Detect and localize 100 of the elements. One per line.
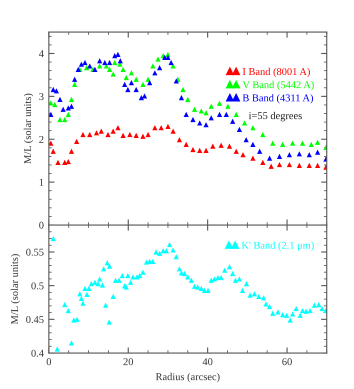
y-tick-label: 0 [39, 222, 44, 229]
point [185, 96, 190, 102]
point [315, 140, 320, 145]
x-axis-title: Radius (arcsec) [156, 372, 220, 382]
point [176, 137, 182, 142]
point [216, 100, 222, 106]
x-tick-label: 0 [46, 358, 52, 366]
point [122, 82, 128, 87]
point [134, 86, 139, 92]
point [158, 125, 164, 130]
point [276, 154, 282, 159]
point [50, 148, 56, 154]
point [138, 95, 144, 100]
point [203, 122, 209, 128]
x-tick-label: 60 [282, 358, 292, 366]
point [97, 58, 102, 64]
point [308, 142, 314, 147]
point [110, 128, 116, 134]
legend-label: I Band (8001 A) [242, 68, 310, 78]
x-tick-label: 40 [202, 358, 212, 366]
point [80, 132, 86, 138]
point [286, 152, 292, 158]
point [66, 112, 71, 117]
y-tick-label: 3 [39, 93, 44, 100]
y-tick-label: 0.4 [31, 350, 44, 357]
point [216, 112, 222, 117]
point [224, 112, 229, 117]
y-tick-label: 0.5 [31, 282, 44, 290]
point [250, 142, 256, 147]
y-tick-label: 0.45 [26, 316, 44, 324]
point [102, 60, 108, 66]
point [234, 112, 239, 117]
point [250, 156, 256, 161]
point [257, 148, 262, 154]
point [48, 112, 54, 117]
point [306, 152, 312, 158]
point [300, 140, 306, 146]
point [94, 130, 100, 136]
point [266, 156, 272, 161]
point [48, 100, 54, 106]
point [55, 160, 61, 165]
point [184, 112, 189, 117]
point [54, 88, 59, 94]
point [208, 104, 214, 109]
point [242, 120, 248, 126]
annotation: i=55 degrees [248, 112, 302, 122]
point [198, 108, 204, 114]
point [260, 160, 266, 165]
point [170, 63, 176, 69]
point [218, 142, 224, 148]
point [120, 132, 126, 138]
point [120, 66, 126, 72]
point [106, 66, 112, 72]
point [128, 80, 134, 86]
point [203, 110, 209, 116]
point [74, 138, 80, 144]
point [192, 106, 198, 112]
point [178, 95, 184, 100]
point [260, 132, 266, 138]
legend-label: K' Band (2.1 μm) [242, 241, 314, 251]
legend-label: V Band (5442 A) [242, 80, 314, 90]
point [134, 76, 139, 82]
point [290, 140, 296, 146]
point [87, 63, 92, 69]
point [155, 56, 161, 62]
point [197, 148, 202, 153]
point [48, 140, 54, 146]
point [296, 151, 302, 156]
point [226, 144, 232, 149]
point [244, 137, 249, 142]
point [234, 148, 239, 154]
y-tick-label: 0.55 [26, 248, 44, 256]
point [150, 63, 156, 69]
point [240, 152, 246, 158]
point [286, 162, 292, 168]
point [72, 82, 78, 87]
point [112, 60, 118, 66]
point [118, 58, 123, 64]
point [236, 126, 242, 132]
point [110, 71, 116, 77]
point [57, 116, 63, 122]
point [146, 132, 151, 138]
point [87, 132, 92, 138]
point [105, 132, 111, 138]
point [152, 125, 158, 130]
point [203, 148, 209, 153]
point [106, 60, 112, 66]
point [52, 102, 58, 108]
point [180, 86, 186, 92]
point [152, 70, 158, 76]
point [268, 164, 274, 169]
point [68, 96, 74, 102]
point [128, 70, 134, 76]
point [147, 80, 152, 86]
point [190, 116, 196, 122]
point [134, 132, 139, 138]
point [68, 148, 74, 154]
point [276, 162, 282, 168]
y-tick-label: 4 [38, 50, 44, 58]
point [270, 140, 276, 146]
